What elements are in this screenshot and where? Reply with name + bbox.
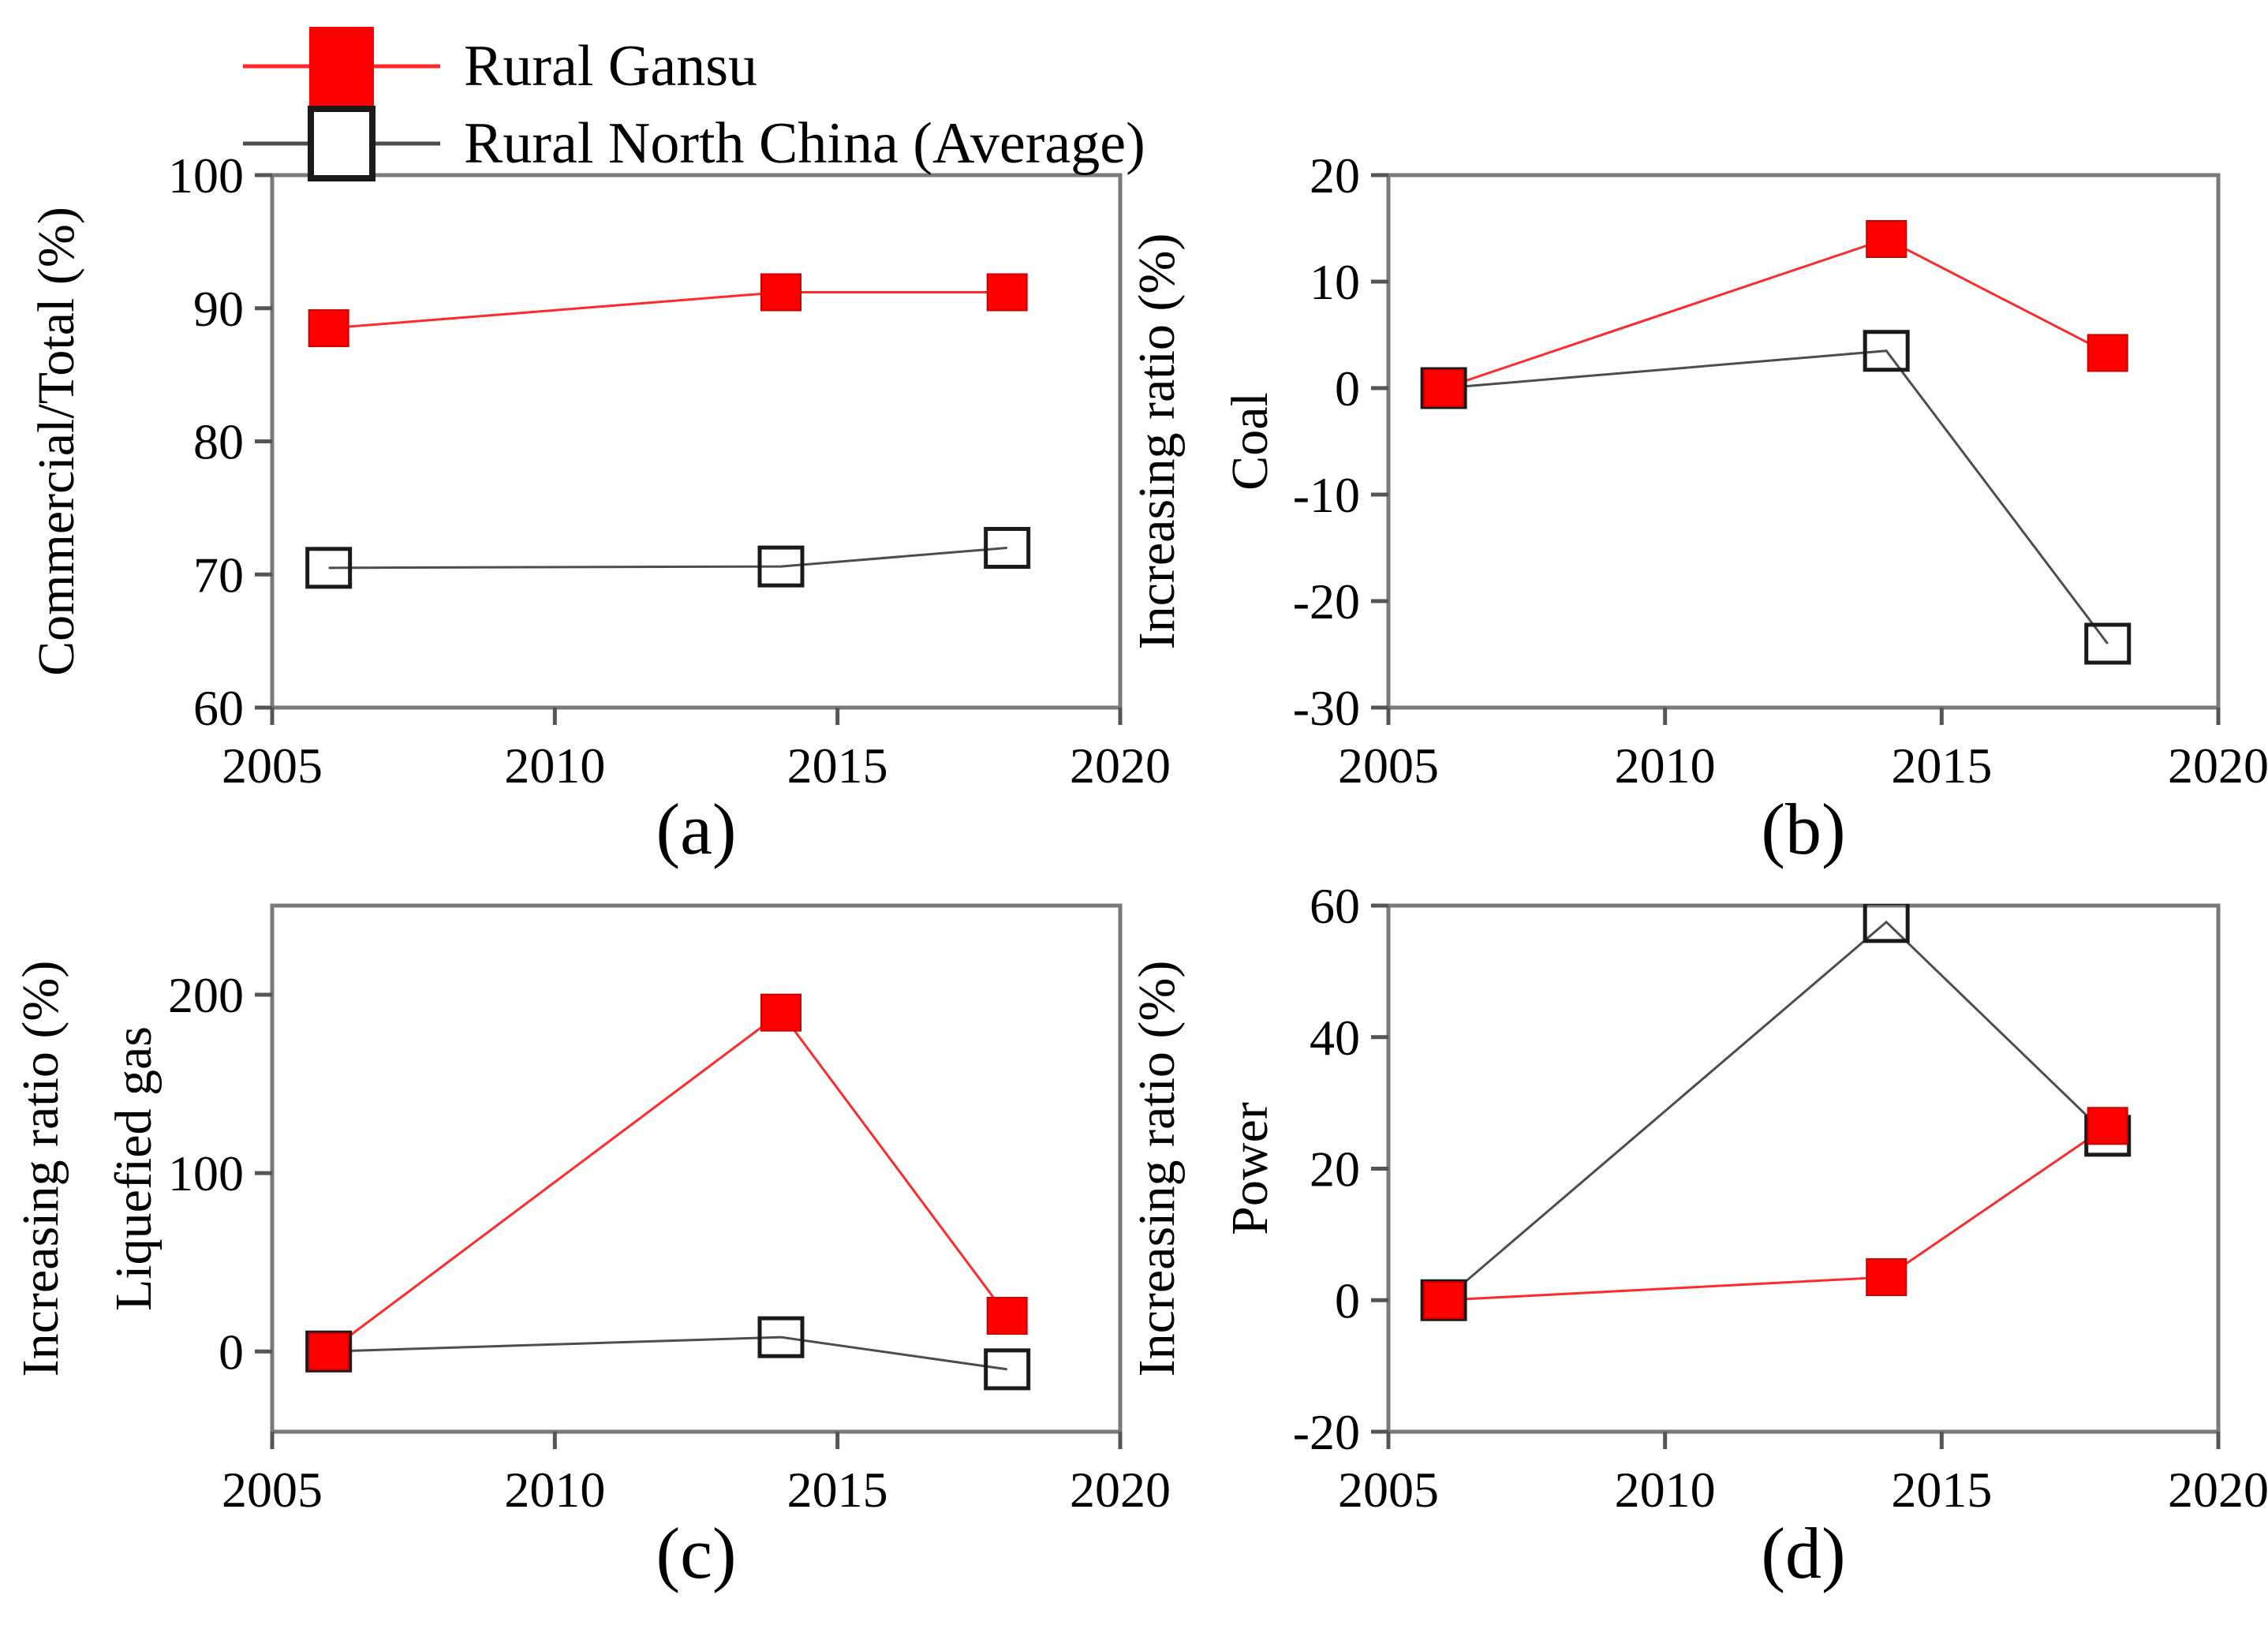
panel-b-xtick-label: 2010 (1615, 738, 1716, 794)
panel-a-ytick-label: 90 (193, 281, 244, 337)
panel-d-xtick-label: 2015 (1891, 1462, 1992, 1518)
panel-d-ytick-label: 40 (1310, 1010, 1360, 1066)
panel-c-plot-frame (270, 903, 1123, 1434)
panel-b-line-rural-north-china (1444, 349, 2109, 644)
panel-d-series-area (1420, 904, 2132, 1321)
panel-a-caption: (a) (656, 789, 736, 869)
panel-d-xtick-label: 2020 (2168, 1462, 2268, 1518)
panel-c-ylabel: Liquefied gas (105, 1026, 163, 1311)
red-filled-square-icon (309, 27, 374, 106)
panel-b-line-rural-gansu (1443, 237, 2109, 390)
panel-c-ytick-label: 200 (168, 967, 244, 1023)
panel-a-ytick-label: 80 (193, 414, 244, 470)
panel-a-xtick-label: 2020 (1070, 738, 1171, 794)
panel-c-series-area (305, 993, 1031, 1391)
panel-a-ytick-label: 70 (193, 547, 244, 603)
legend: Rural Gansu Rural North China (Average) (243, 27, 1145, 181)
panel-c-ylabel: Increasing ratio (%) (12, 961, 69, 1377)
panel-a-marker-open-square-icon (757, 545, 805, 588)
panel-b-ylabel: Increasing ratio (%) (1128, 233, 1186, 650)
panel-a-ytick-label: 60 (193, 680, 244, 736)
panel-a-xtick-label: 2005 (222, 738, 323, 794)
panel-a-xtick-label: 2015 (787, 738, 888, 794)
panel-d-plot-frame (1386, 903, 2221, 1434)
panel-d-xtick-label: 2010 (1615, 1462, 1716, 1518)
panel-a-marker-open-square-icon (984, 527, 1031, 569)
panel-a-ytick-label: 100 (168, 148, 244, 204)
panel-b-ytick-label: 20 (1310, 148, 1360, 204)
legend-label-rural-gansu: Rural Gansu (464, 34, 757, 99)
panel-b-marker-open-square-icon (1863, 330, 1910, 372)
panel-c-xtick-label: 2010 (504, 1462, 605, 1518)
panel-d-marker-red-filled-square-icon (1423, 1281, 1465, 1320)
panel-c-xtick-label: 2020 (1070, 1462, 1171, 1518)
panel-d-marker-red-filled-square-icon (2087, 1107, 2128, 1145)
open-square-icon (308, 106, 376, 181)
panel-c-line-rural-gansu (327, 1010, 1008, 1353)
panel-d-ytick-label: 20 (1310, 1141, 1360, 1197)
panel-d-ytick-label: 0 (1335, 1272, 1360, 1328)
panel-c-xtick-label: 2015 (787, 1462, 888, 1518)
panel-d-ytick-label: 60 (1310, 878, 1360, 934)
panel-b-ytick-label: 0 (1335, 360, 1360, 417)
panel-c-marker-red-filled-square-icon (308, 1332, 349, 1371)
panel-b-marker-red-filled-square-icon (1866, 220, 1907, 258)
panel-a-marker-red-filled-square-icon (308, 309, 349, 348)
panel-c-marker-open-square-icon (757, 1316, 805, 1358)
panel-b-marker-red-filled-square-icon (2087, 334, 2128, 372)
panel-c-marker-red-filled-square-icon (986, 1297, 1028, 1335)
panel-b-ytick-label: -10 (1293, 467, 1360, 523)
panel-a-line-rural-north-china (328, 547, 1007, 570)
panel-d-marker-red-filled-square-icon (1866, 1258, 1907, 1297)
panel-c-ytick-label: 0 (219, 1324, 244, 1380)
panel-b-ylabel: Coal (1221, 392, 1279, 491)
panel-a-plot-frame (270, 173, 1123, 710)
panel-a-line-rural-gansu (328, 291, 1007, 330)
panel-b-xtick-label: 2015 (1891, 738, 1992, 794)
panel-a-ylabel: Commercial/Total (%) (28, 207, 85, 676)
panel-c-marker-red-filled-square-icon (760, 993, 801, 1032)
panel-d-xtick-label: 2005 (1338, 1462, 1439, 1518)
panel-a: 2005 2010 2015 2020 60 70 80 90 100 Commercial/To… (28, 148, 1171, 869)
panel-b-marker-red-filled-square-icon (1423, 369, 1465, 407)
panel-a-series-area (305, 273, 1031, 589)
panel-b-xtick-label: 2005 (1338, 738, 1439, 794)
legend-label-rural-north-china: Rural North China (Average) (464, 111, 1145, 176)
panel-b-xtick-label: 2020 (2168, 738, 2268, 794)
panel-d-ylabel: Power (1221, 1102, 1279, 1235)
panel-b: 2005 2010 2015 2020 -30 -20 -10 0 10 20 Increasing… (1128, 148, 2268, 869)
panel-a-marker-open-square-icon (305, 547, 353, 589)
panel-b-plot-frame (1386, 173, 2221, 710)
panel-a-marker-red-filled-square-icon (760, 273, 801, 312)
panel-d-line-rural-north-china (1443, 920, 2109, 1302)
panel-c-marker-open-square-icon (984, 1348, 1031, 1391)
panel-b-ytick-label: 10 (1310, 254, 1360, 310)
panel-b-ytick-label: -20 (1293, 573, 1360, 629)
panel-d: 2005 2010 2015 2020 -20 0 20 40 60 Increasing rat… (1128, 878, 2268, 1593)
panel-b-series-area (1420, 220, 2132, 665)
panel-c-line-rural-north-china (328, 1335, 1007, 1371)
panel-c-xtick-label: 2005 (222, 1462, 323, 1518)
panel-a-xtick-label: 2010 (504, 738, 605, 794)
panel-d-marker-open-square-icon (1863, 904, 1910, 943)
panel-d-caption: (d) (1761, 1513, 1845, 1593)
panel-c: 2005 2010 2015 2020 0 100 200 Increasing ratio … (12, 903, 1171, 1593)
panel-b-marker-open-square-icon (2084, 622, 2132, 665)
panel-d-line-rural-gansu (1444, 1125, 2109, 1302)
panel-d-ytick-label: -20 (1293, 1404, 1360, 1460)
panel-a-marker-red-filled-square-icon (986, 273, 1028, 312)
panel-c-caption: (c) (656, 1513, 736, 1593)
panel-b-caption: (b) (1761, 789, 1845, 869)
panel-c-ytick-label: 100 (168, 1145, 244, 1201)
panel-d-ylabel: Increasing ratio (%) (1128, 961, 1186, 1377)
panel-b-ytick-label: -30 (1293, 680, 1360, 736)
